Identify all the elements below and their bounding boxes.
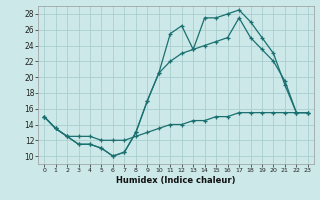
X-axis label: Humidex (Indice chaleur): Humidex (Indice chaleur) bbox=[116, 176, 236, 185]
